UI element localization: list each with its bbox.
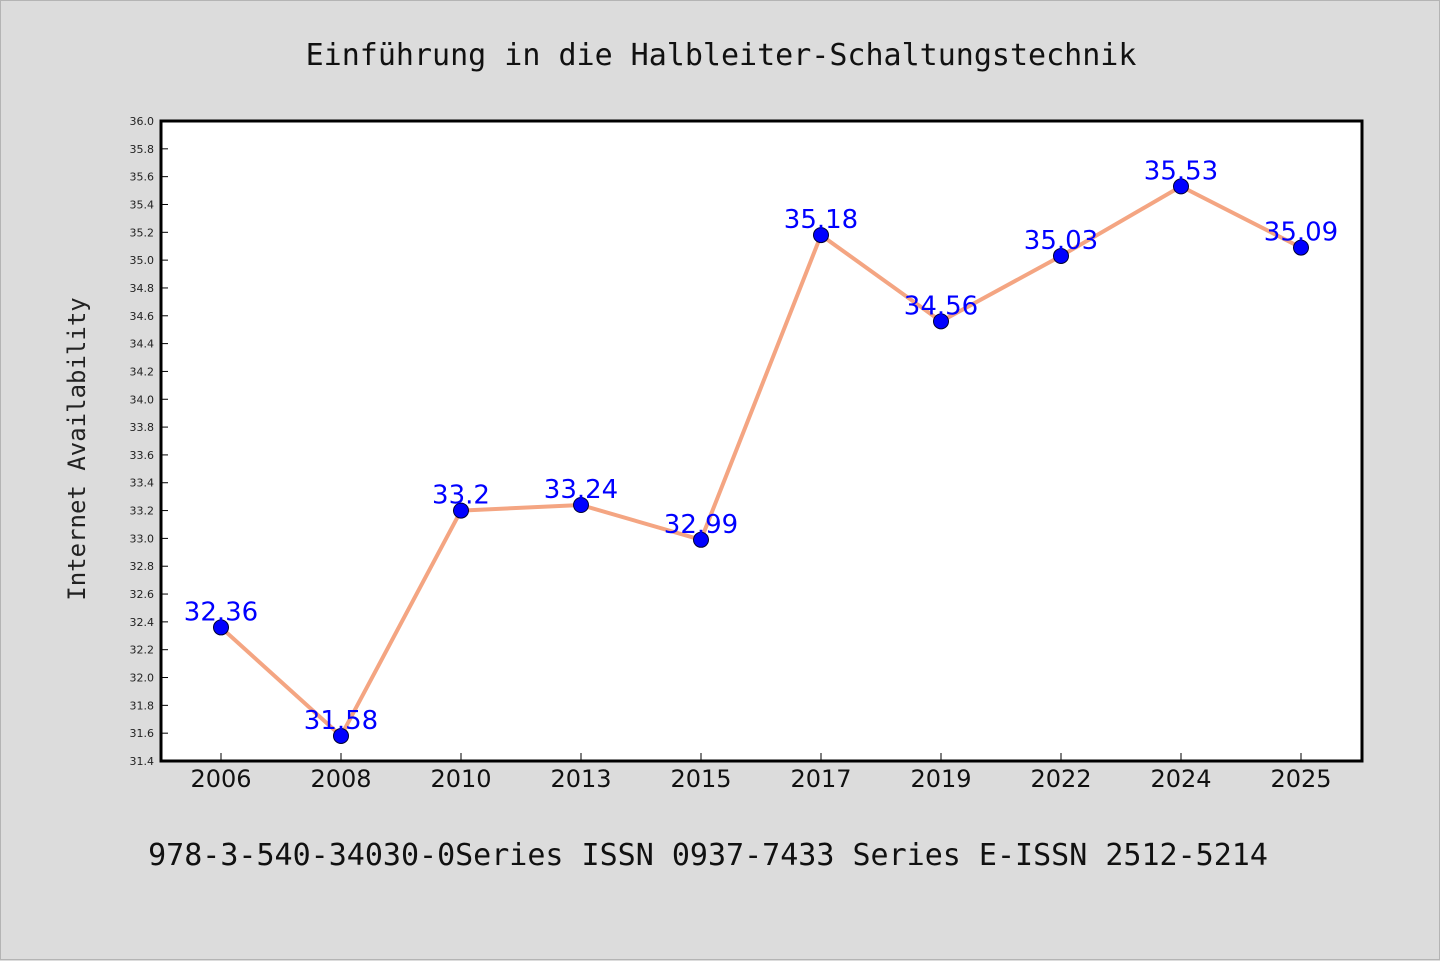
y-tick-label: 34.0: [130, 393, 155, 406]
y-tick-label: 33.8: [130, 421, 155, 434]
x-tick-label: 2008: [310, 765, 371, 793]
y-tick-label: 31.8: [130, 699, 155, 712]
data-label: 35.53: [1144, 156, 1218, 186]
y-tick-label: 34.2: [130, 365, 155, 378]
data-label: 32.99: [664, 510, 738, 540]
data-label: 35.18: [784, 205, 858, 235]
x-tick-label: 2025: [1270, 765, 1331, 793]
y-tick-label: 34.6: [130, 310, 155, 323]
data-point: [453, 502, 469, 519]
x-tick-label: 2013: [550, 765, 611, 793]
y-tick-label: 35.0: [130, 254, 155, 267]
series-line-group: [213, 178, 1309, 744]
y-tick-label: 35.6: [130, 171, 155, 184]
data-point: [933, 313, 949, 330]
y-tick-label: 32.4: [130, 616, 155, 629]
y-tick-label: 34.8: [130, 282, 155, 295]
x-tick-label: 2010: [430, 765, 491, 793]
y-tick-label: 31.6: [130, 727, 155, 740]
data-labels-group: 32.36 31.58 33.2 33.24 32.99 35.18 34.56 35.03 3…: [184, 156, 1338, 736]
x-tick-label: 2022: [1030, 765, 1091, 793]
data-label: 31.58: [304, 706, 378, 736]
data-point: [1293, 239, 1309, 256]
y-axis: 31.4 31.6 31.8 32.0 32.2 32.4 32.6 32.8 33.0 33.2…: [130, 115, 168, 768]
y-tick-label: 32.0: [130, 672, 155, 685]
chart-title: Einführung in die Halbleiter-Schaltungst…: [306, 38, 1137, 73]
x-tick-label: 2015: [670, 765, 731, 793]
x-tick-label: 2024: [1150, 765, 1211, 793]
data-point: [693, 531, 709, 548]
y-tick-label: 34.4: [130, 338, 155, 351]
y-tick-label: 36.0: [130, 115, 155, 128]
x-tick-label: 2006: [190, 765, 251, 793]
x-tick-label: 2017: [790, 765, 851, 793]
data-point: [1053, 247, 1069, 264]
y-tick-label: 35.8: [130, 143, 155, 156]
data-label: 32.36: [184, 597, 258, 627]
data-point: [813, 227, 829, 244]
y-tick-label: 33.6: [130, 449, 155, 462]
data-label: 35.03: [1024, 226, 1098, 256]
plot-area: [159, 119, 1364, 763]
y-tick-label: 31.4: [130, 755, 155, 768]
data-point: [1173, 178, 1189, 195]
y-axis-label: Internet Availability: [63, 297, 91, 600]
y-tick-label: 33.4: [130, 477, 155, 490]
data-point: [213, 619, 229, 636]
y-tick-label: 32.2: [130, 644, 155, 657]
y-tick-label: 32.6: [130, 588, 155, 601]
y-tick-label: 32.8: [130, 560, 155, 573]
data-label: 35.09: [1264, 218, 1338, 248]
series-line: [219, 184, 1302, 738]
x-tick-label: 2019: [910, 765, 971, 793]
y-tick-label: 33.0: [130, 532, 155, 545]
data-label: 33.2: [432, 481, 490, 511]
footer-text: 978-3-540-34030-0Series ISSN 0937-7433 S…: [148, 838, 1268, 873]
y-tick-label: 33.2: [130, 505, 155, 518]
y-tick-label: 35.4: [130, 198, 155, 211]
data-point: [333, 727, 349, 744]
data-label: 33.24: [544, 475, 618, 505]
data-point: [573, 497, 589, 513]
y-tick-label: 35.2: [130, 226, 155, 239]
data-label: 34.56: [904, 291, 978, 321]
x-axis: 2006 2008 2010 2013 2015 2017 2019 2022 2024 2025: [190, 753, 1332, 793]
